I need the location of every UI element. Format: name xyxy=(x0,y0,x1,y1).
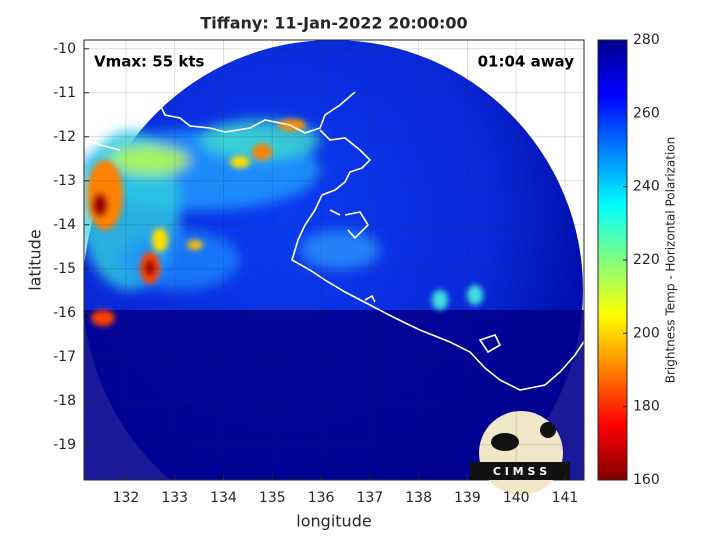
colorbar-tick-label: 280 xyxy=(633,32,660,48)
convection xyxy=(87,119,483,326)
colorbar-tick-label: 240 xyxy=(633,179,660,195)
logo-band xyxy=(470,462,570,480)
x-axis-label: longitude xyxy=(296,512,371,531)
logo-tower xyxy=(540,422,556,438)
colorbar-tick-label: 220 xyxy=(633,252,660,268)
swath xyxy=(84,40,584,480)
y-tick-label: -16 xyxy=(53,305,76,321)
y-tick-label: -11 xyxy=(53,85,76,101)
x-tick-label: 136 xyxy=(308,490,335,506)
colorbar-label: Brightness Temp - Horizontal Polarizatio… xyxy=(664,137,678,384)
cold-region xyxy=(84,310,584,480)
logo: C I M S S xyxy=(470,411,570,495)
y-tick-label: -15 xyxy=(53,261,76,277)
x-tick-label: 135 xyxy=(259,490,286,506)
axes-box xyxy=(83,39,585,481)
x-tick-label: 134 xyxy=(210,490,237,506)
chart-title: Tiffany: 11-Jan-2022 20:00:00 xyxy=(200,14,467,33)
y-tick-label: -18 xyxy=(53,393,76,409)
logo-dish xyxy=(491,433,519,451)
y-tick-label: -14 xyxy=(53,217,76,233)
annotation: 01:04 away xyxy=(478,53,575,71)
y-tick-label: -19 xyxy=(53,437,76,453)
y-tick-label: -12 xyxy=(53,129,76,145)
logo-text: C I M S S xyxy=(493,465,547,478)
x-tick-label: 139 xyxy=(454,490,481,506)
y-tick-label: -10 xyxy=(53,41,76,57)
x-tick-label: 141 xyxy=(552,490,579,506)
x-tick-label: 133 xyxy=(161,490,188,506)
y-tick-label: -13 xyxy=(53,173,76,189)
annotation: Vmax: 55 kts xyxy=(94,53,204,71)
colorbar xyxy=(597,39,628,481)
x-tick-label: 132 xyxy=(113,490,140,506)
colorbar-tick-label: 200 xyxy=(633,325,660,341)
x-tick-label: 137 xyxy=(356,490,383,506)
colorbar-tick-label: 160 xyxy=(633,472,660,488)
y-tick-label: -17 xyxy=(53,349,76,365)
x-tick-label: 140 xyxy=(503,490,530,506)
colorbar-tick-label: 180 xyxy=(633,399,660,415)
colorbar-tick-label: 260 xyxy=(633,105,660,121)
coastline xyxy=(85,91,584,391)
x-tick-label: 138 xyxy=(405,490,432,506)
y-axis-label: latitude xyxy=(26,229,45,290)
